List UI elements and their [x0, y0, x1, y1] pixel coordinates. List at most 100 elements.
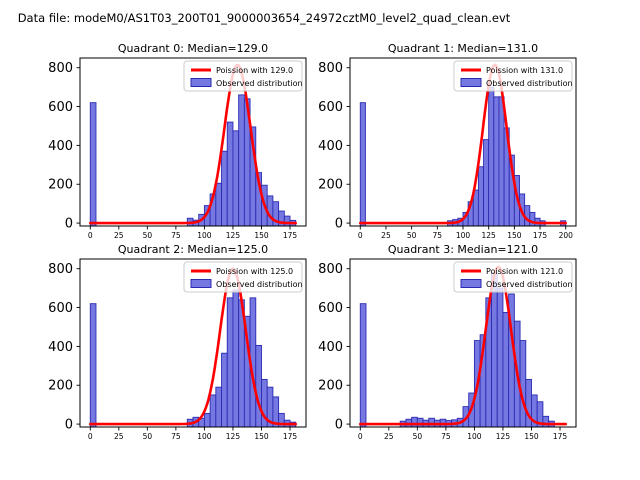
y-tick-label: 0 [335, 418, 343, 433]
x-tick-label: 0 [88, 432, 93, 441]
legend: Poission with 121.0 Observed distribution [453, 261, 573, 293]
x-tick-label: 100 [467, 432, 482, 441]
histogram-bar [496, 287, 504, 428]
y-tick-label: 400 [318, 139, 343, 154]
x-tick-label: 125 [226, 432, 241, 441]
subplot-title: Quadrant 1: Median=131.0 [388, 42, 538, 55]
legend-label-poisson: Poission with 131.0 [486, 66, 563, 75]
x-tick-label: 100 [456, 231, 471, 240]
histogram-bar [411, 416, 418, 428]
y-tick-label: 600 [48, 100, 73, 115]
x-tick-label: 50 [143, 432, 153, 441]
x-tick-label: 0 [88, 231, 93, 240]
poisson-curve [89, 63, 297, 225]
subplot-quadrant-3: Poission with 121.0 Observed distribution… [318, 243, 577, 441]
x-tick-label: 175 [283, 432, 298, 441]
y-tick-label: 200 [48, 379, 73, 394]
histogram-bar [502, 311, 510, 428]
histogram-bar [498, 96, 505, 227]
x-tick-label: 100 [197, 432, 212, 441]
x-tick-label: 125 [496, 432, 511, 441]
legend: Poission with 129.0 Observed distribution [183, 60, 303, 92]
histogram-bar [488, 86, 495, 227]
y-tick-label: 200 [48, 178, 73, 193]
histogram-bar [529, 211, 536, 227]
legend-label-observed: Observed distribution [486, 280, 573, 289]
histogram-bar [283, 215, 291, 227]
legend-patch-sample [190, 78, 212, 87]
y-tick-label: 800 [318, 262, 343, 277]
histogram-bar [255, 344, 262, 428]
histogram-bar [416, 417, 424, 428]
legend-label-poisson: Poission with 125.0 [216, 267, 293, 276]
x-tick-label: 50 [413, 432, 423, 441]
legend-box [183, 261, 303, 293]
legend-box [453, 261, 573, 293]
legend-patch-sample [190, 279, 212, 288]
x-tick-label: 150 [254, 231, 269, 240]
x-tick-label: 175 [553, 432, 568, 441]
axes-frame [79, 258, 307, 428]
histogram-bar [221, 150, 228, 227]
histogram-bar [359, 303, 367, 428]
subplot-title: Quadrant 3: Median=121.0 [388, 243, 538, 256]
x-tick-label: 125 [482, 231, 497, 240]
subplot-title: Quadrant 0: Median=129.0 [118, 42, 268, 55]
poisson-curve [359, 265, 567, 426]
figure-title: Data file: modeM0/AS1T03_200T01_90000036… [17, 11, 511, 25]
subplot-quadrant-0: Poission with 129.0 Observed distribution… [48, 42, 307, 240]
poisson-curve [89, 267, 297, 426]
axes-frame [349, 258, 577, 428]
histogram-bar [493, 96, 500, 227]
x-tick-label: 75 [433, 231, 443, 240]
histogram-bar [89, 303, 97, 428]
histogram-bar [477, 166, 485, 227]
legend-label-poisson: Poission with 121.0 [486, 267, 563, 276]
histogram-bar [226, 121, 234, 227]
x-tick-label: 50 [407, 231, 417, 240]
legend: Poission with 131.0 Observed distribution [453, 60, 573, 92]
legend-label-poisson: Poission with 129.0 [216, 66, 293, 75]
histogram-bar [203, 412, 211, 428]
y-tick-label: 0 [65, 418, 73, 433]
histogram-bar [232, 289, 240, 428]
histogram-bar [232, 130, 240, 227]
y-tick-label: 200 [318, 379, 343, 394]
y-tick-label: 800 [48, 262, 73, 277]
histogram-bar [221, 352, 228, 428]
legend-label-observed: Observed distribution [216, 280, 303, 289]
y-tick-label: 200 [318, 178, 343, 193]
legend-patch-sample [460, 78, 482, 87]
x-tick-label: 150 [524, 432, 539, 441]
x-tick-label: 25 [114, 432, 124, 441]
x-tick-label: 75 [171, 231, 181, 240]
histogram-bar [519, 340, 527, 428]
y-tick-label: 600 [48, 301, 73, 316]
y-tick-label: 600 [318, 100, 343, 115]
legend-patch-sample [460, 279, 482, 288]
histogram-bar [483, 139, 490, 227]
histogram-bar [89, 102, 97, 227]
x-tick-label: 100 [197, 231, 212, 240]
y-tick-label: 400 [48, 139, 73, 154]
histogram-bar [359, 102, 366, 227]
histogram-bar [215, 386, 222, 428]
y-tick-label: 800 [48, 61, 73, 76]
histogram-bar [209, 394, 217, 428]
y-tick-label: 0 [65, 217, 73, 232]
y-tick-label: 800 [318, 61, 343, 76]
x-tick-label: 50 [143, 231, 153, 240]
x-tick-label: 175 [283, 231, 298, 240]
x-tick-label: 0 [358, 432, 363, 441]
subplot-quadrant-1: Poission with 131.0 Observed distribution… [318, 42, 577, 240]
y-tick-label: 600 [318, 301, 343, 316]
subplot-title: Quadrant 2: Median=125.0 [118, 243, 268, 256]
legend-label-observed: Observed distribution [216, 79, 303, 88]
x-tick-label: 0 [358, 231, 363, 240]
subplot-quadrant-2: Poission with 125.0 Observed distribution… [48, 243, 307, 441]
histogram-bar [215, 182, 222, 227]
x-tick-label: 150 [254, 432, 269, 441]
x-tick-label: 175 [533, 231, 548, 240]
histogram-bar [226, 297, 234, 428]
